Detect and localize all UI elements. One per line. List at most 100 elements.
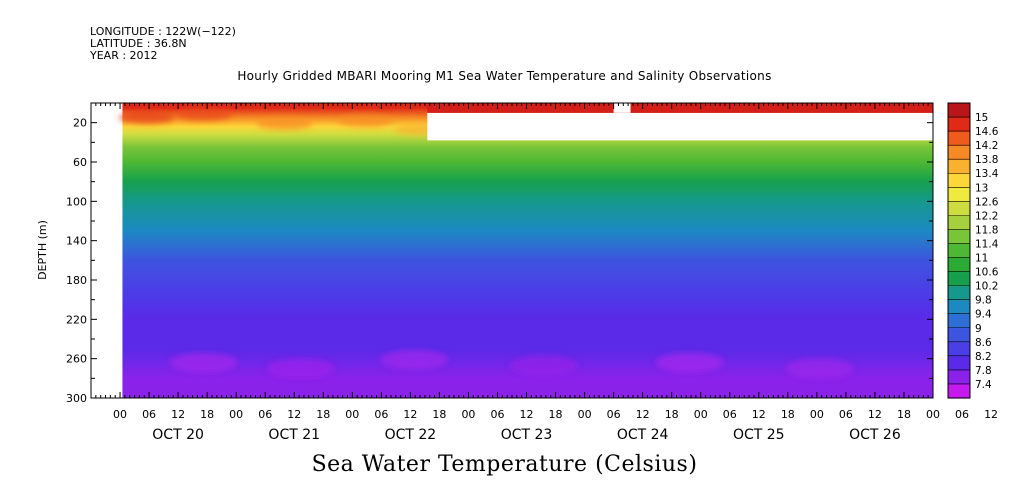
day-label: OCT 23 [501,427,553,443]
latitude-label: LATITUDE : 36.8N [90,37,187,50]
hour-tick-label: 12 [171,408,185,421]
colorbar-label: 10.2 [975,281,998,293]
day-label: OCT 24 [617,427,669,443]
colorbar-segment [948,215,970,231]
y-tick-label: 60 [73,156,87,169]
hour-tick-label: 06 [258,408,272,421]
colorbar-segment [948,327,970,343]
warm-streak [118,111,175,124]
hour-tick-label: 06 [607,408,621,421]
day-label: OCT 25 [733,427,785,443]
surface-band [427,103,933,113]
colorbar-label: 7.8 [975,365,992,377]
colorbar-segment [948,313,970,329]
colorbar-label: 12.6 [975,196,999,208]
hour-tick-label: 06 [374,408,388,421]
colorbar-label: 12.2 [975,210,998,222]
day-label: OCT 26 [849,427,901,443]
hour-tick-label: 00 [810,408,824,421]
hour-tick-label: 00 [229,408,243,421]
hour-tick-label: 18 [897,408,911,421]
axes: 20 60 100 140 180 220 260 300 00 06 12 18 00 06 12 18 00… [66,102,998,443]
colorbar-segment [948,229,970,245]
hour-tick-label: 18 [665,408,679,421]
hour-tick-label: 18 [316,408,330,421]
y-tick-label: 300 [66,392,87,405]
hour-tick-label: 18 [781,408,795,421]
hour-tick-label: 06 [723,408,737,421]
colorbar-segment [948,159,970,174]
y-tick-label: 20 [73,117,87,130]
temperature-field [122,103,933,398]
y-tick-label: 100 [66,195,87,208]
hour-tick-label: 00 [926,408,940,421]
colorbar-segment [948,243,970,259]
day-label: OCT 22 [385,427,437,443]
colorbar-label: 11.8 [975,224,998,236]
colorbar-label: 9 [975,323,982,335]
day-label: OCT 21 [268,427,320,443]
hour-tick-label: 12 [403,408,417,421]
warm-streak [256,117,313,130]
colorbar-label: 15 [975,112,988,124]
hour-tick-label: 12 [520,408,534,421]
day-label: OCT 20 [152,427,204,443]
colorbar-label: 13 [975,182,988,194]
colorbar-label: 10.6 [975,267,999,279]
colorbar-label: 8.6 [975,337,992,349]
colorbar-label: 9.4 [975,309,992,321]
hour-tick-label: 06 [142,408,156,421]
cold-pocket [655,352,724,373]
colorbar-segment [948,187,970,202]
warm-streak [175,108,232,121]
colorbar-frame [947,102,971,399]
y-tick-label: 260 [66,353,87,366]
hour-tick-label: 06 [839,408,853,421]
chart-title: Hourly Gridded MBARI Mooring M1 Sea Wate… [237,69,772,83]
hour-tick-label: 18 [549,408,563,421]
colorbar-label: 11.4 [975,238,999,250]
hour-tick-label: 00 [461,408,475,421]
hour-tick-label: 06 [490,408,504,421]
field-texture [118,108,854,379]
colorbar-label: 11 [975,253,988,265]
colorbar-label: 13.4 [975,168,999,180]
colorbar-segment [948,257,970,273]
year-label: YEAR : 2012 [90,49,158,62]
longitude-label: LONGITUDE : 122W(−122) [90,25,236,38]
variable-title: Sea Water Temperature (Celsius) [311,452,698,477]
colorbar-segment [948,117,970,132]
hour-tick-label: 12 [636,408,650,421]
plot-area [118,103,933,398]
colorbar-segment [948,341,970,357]
colorbar-segment [948,201,970,216]
colorbar-segment [948,369,970,385]
hour-tick-label: 00 [345,408,359,421]
surface-gap [613,103,631,113]
y-tick-label: 220 [66,313,87,326]
hour-tick-label: 06 [955,408,969,421]
hour-tick-label: 12 [984,408,998,421]
y-tick-label: 140 [66,235,87,248]
cold-pocket [509,355,578,376]
hour-tick-label: 00 [694,408,708,421]
y-tick-label: 180 [66,274,87,287]
cold-pocket [380,349,449,370]
colorbar-segment [948,355,970,371]
colorbar-label: 14.2 [975,140,998,152]
y-axis-label: DEPTH (m) [36,220,49,280]
colorbar-segment [948,103,970,118]
warm-streak [337,114,394,127]
colorbar-label: 13.8 [975,154,998,166]
cold-pocket [785,358,854,379]
cold-pocket [169,352,238,373]
hour-tick-label: 12 [868,408,882,421]
hour-tick-label: 00 [578,408,592,421]
hour-tick-label: 12 [287,408,301,421]
colorbar-segment [948,285,970,301]
colorbar-label: 7.4 [975,379,992,391]
colorbar-segment [948,131,970,146]
colorbar-label: 8.2 [975,351,992,363]
missing-data-block [427,112,933,141]
